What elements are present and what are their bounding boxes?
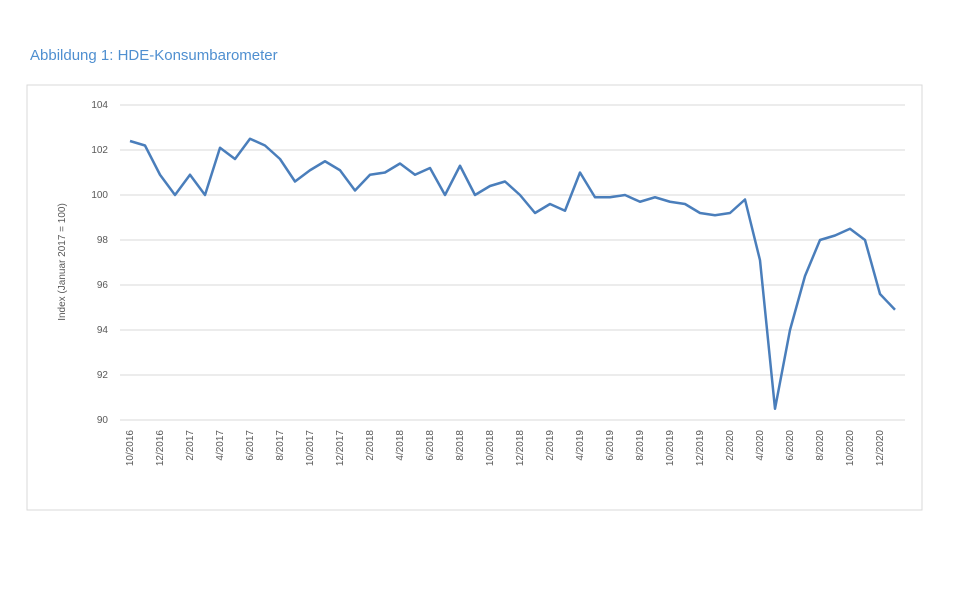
- x-tick-label: 2/2017: [185, 430, 196, 461]
- y-tick-label: 92: [97, 370, 109, 381]
- x-tick-label: 10/2018: [485, 430, 496, 467]
- y-tick-label: 90: [97, 415, 109, 426]
- y-axis-label: Index (Januar 2017 = 100): [57, 203, 68, 321]
- x-tick-label: 12/2019: [695, 430, 706, 467]
- x-tick-label: 4/2017: [215, 430, 226, 461]
- x-tick-label: 8/2019: [635, 430, 646, 461]
- x-tick-label: 6/2019: [605, 430, 616, 461]
- x-tick-label: 4/2019: [575, 430, 586, 461]
- x-tick-label: 8/2020: [815, 430, 826, 461]
- x-tick-label: 12/2017: [335, 430, 346, 467]
- x-tick-label: 10/2020: [845, 430, 856, 467]
- x-tick-label: 12/2018: [515, 430, 526, 467]
- y-tick-label: 104: [91, 100, 108, 111]
- y-tick-label: 96: [97, 280, 109, 291]
- x-tick-label: 10/2017: [305, 430, 316, 467]
- x-tick-label: 2/2020: [725, 430, 736, 461]
- y-tick-label: 102: [91, 145, 108, 156]
- y-tick-label: 94: [97, 325, 109, 336]
- x-tick-label: 4/2020: [755, 430, 766, 461]
- x-tick-label: 10/2019: [665, 430, 676, 467]
- data-line: [129, 137, 896, 410]
- x-tick-label: 6/2020: [785, 430, 796, 461]
- y-tick-label: 100: [91, 190, 108, 201]
- x-tick-label: 8/2018: [455, 430, 466, 461]
- chart-title: Abbildung 1: HDE-Konsumbarometer: [30, 47, 278, 64]
- x-tick-label: 12/2016: [155, 430, 166, 467]
- x-tick-label: 10/2016: [125, 430, 136, 467]
- x-tick-label: 2/2018: [365, 430, 376, 461]
- chart-frame: [26, 84, 923, 511]
- x-tick-label: 6/2017: [245, 430, 256, 461]
- x-tick-label: 6/2018: [425, 430, 436, 461]
- y-tick-label: 98: [97, 235, 109, 246]
- x-tick-label: 8/2017: [275, 430, 286, 461]
- x-tick-label: 12/2020: [875, 430, 886, 467]
- x-tick-label: 2/2019: [545, 430, 556, 461]
- x-tick-label: 4/2018: [395, 430, 406, 461]
